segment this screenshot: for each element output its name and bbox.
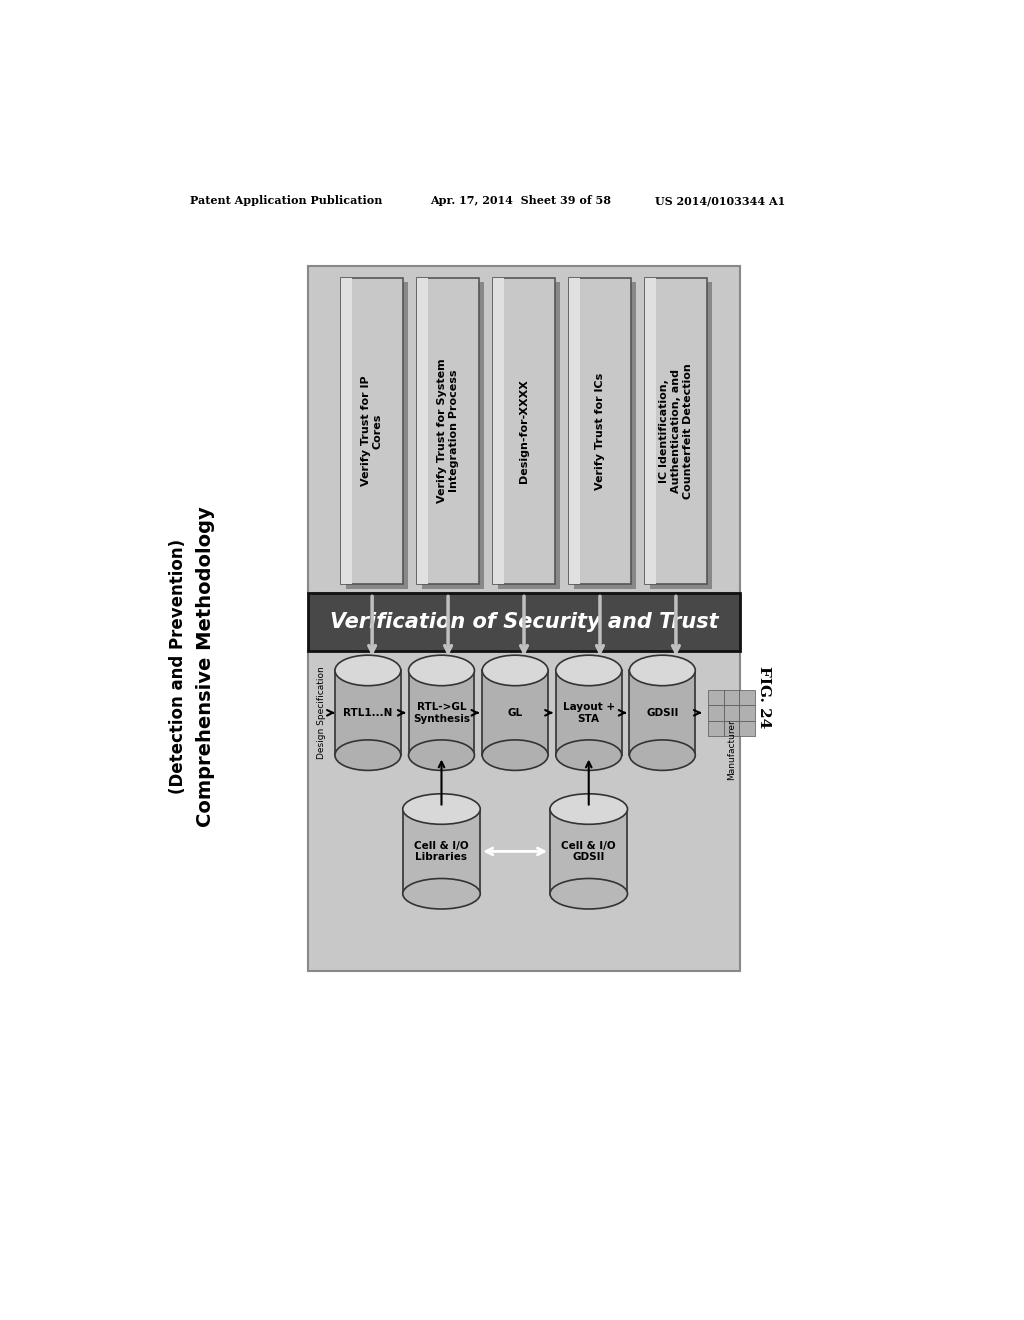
FancyBboxPatch shape — [709, 689, 724, 705]
Text: Apr. 17, 2014  Sheet 39 of 58: Apr. 17, 2014 Sheet 39 of 58 — [430, 195, 611, 206]
FancyBboxPatch shape — [739, 705, 755, 721]
Ellipse shape — [482, 655, 548, 685]
FancyBboxPatch shape — [709, 721, 724, 737]
FancyBboxPatch shape — [649, 282, 712, 589]
Text: RTL1...N: RTL1...N — [343, 708, 392, 718]
FancyBboxPatch shape — [569, 277, 631, 585]
FancyBboxPatch shape — [308, 651, 740, 970]
Text: Verify Trust for ICs: Verify Trust for ICs — [595, 372, 605, 490]
Text: Verify Trust for IP
Cores: Verify Trust for IP Cores — [361, 376, 383, 486]
FancyBboxPatch shape — [402, 809, 480, 894]
Text: Cell & I/O
GDSII: Cell & I/O GDSII — [561, 841, 616, 862]
Ellipse shape — [482, 741, 548, 771]
Ellipse shape — [550, 793, 628, 824]
FancyBboxPatch shape — [709, 705, 724, 721]
Text: Layout +
STA: Layout + STA — [562, 702, 614, 723]
Text: Design-for-XXXX: Design-for-XXXX — [519, 379, 529, 483]
FancyBboxPatch shape — [341, 277, 403, 585]
Text: Patent Application Publication: Patent Application Publication — [190, 195, 382, 206]
Text: Manufacturer: Manufacturer — [727, 719, 736, 780]
Ellipse shape — [409, 741, 474, 771]
FancyBboxPatch shape — [645, 277, 655, 585]
Text: (Detection and Prevention): (Detection and Prevention) — [169, 539, 187, 795]
FancyBboxPatch shape — [417, 277, 479, 585]
Ellipse shape — [409, 655, 474, 685]
FancyBboxPatch shape — [409, 671, 474, 755]
FancyBboxPatch shape — [739, 721, 755, 737]
Ellipse shape — [402, 879, 480, 909]
Ellipse shape — [556, 655, 622, 685]
Text: US 2014/0103344 A1: US 2014/0103344 A1 — [655, 195, 785, 206]
FancyBboxPatch shape — [335, 671, 400, 755]
Ellipse shape — [550, 879, 628, 909]
FancyBboxPatch shape — [573, 282, 636, 589]
FancyBboxPatch shape — [556, 671, 622, 755]
Ellipse shape — [335, 741, 400, 771]
FancyBboxPatch shape — [493, 277, 504, 585]
FancyBboxPatch shape — [724, 705, 739, 721]
FancyBboxPatch shape — [346, 282, 408, 589]
FancyBboxPatch shape — [739, 689, 755, 705]
Text: GDSII: GDSII — [646, 708, 679, 718]
Text: Design Specification: Design Specification — [317, 667, 327, 759]
FancyBboxPatch shape — [498, 282, 560, 589]
Text: Cell & I/O
Libraries: Cell & I/O Libraries — [414, 841, 469, 862]
Text: FIG. 24: FIG. 24 — [757, 667, 770, 729]
FancyBboxPatch shape — [630, 671, 695, 755]
Ellipse shape — [630, 741, 695, 771]
FancyBboxPatch shape — [569, 277, 580, 585]
Ellipse shape — [556, 741, 622, 771]
FancyBboxPatch shape — [724, 721, 739, 737]
FancyBboxPatch shape — [308, 594, 740, 651]
FancyBboxPatch shape — [341, 277, 352, 585]
FancyBboxPatch shape — [493, 277, 555, 585]
Text: GL: GL — [508, 708, 522, 718]
FancyBboxPatch shape — [550, 809, 628, 894]
FancyBboxPatch shape — [482, 671, 548, 755]
Text: IC Identification,
Authentication, and
Counterfeit Detection: IC Identification, Authentication, and C… — [659, 363, 692, 499]
Text: Comprehensive Methodology: Comprehensive Methodology — [196, 507, 215, 826]
Ellipse shape — [335, 655, 400, 685]
Text: Verification of Security and Trust: Verification of Security and Trust — [330, 612, 719, 632]
FancyBboxPatch shape — [417, 277, 428, 585]
FancyBboxPatch shape — [422, 282, 483, 589]
Text: RTL->GL
Synthesis: RTL->GL Synthesis — [413, 702, 470, 723]
Ellipse shape — [630, 655, 695, 685]
FancyBboxPatch shape — [724, 689, 739, 705]
Text: Verify Trust for System
Integration Process: Verify Trust for System Integration Proc… — [437, 359, 459, 503]
Ellipse shape — [402, 793, 480, 824]
FancyBboxPatch shape — [308, 267, 740, 594]
FancyBboxPatch shape — [645, 277, 707, 585]
